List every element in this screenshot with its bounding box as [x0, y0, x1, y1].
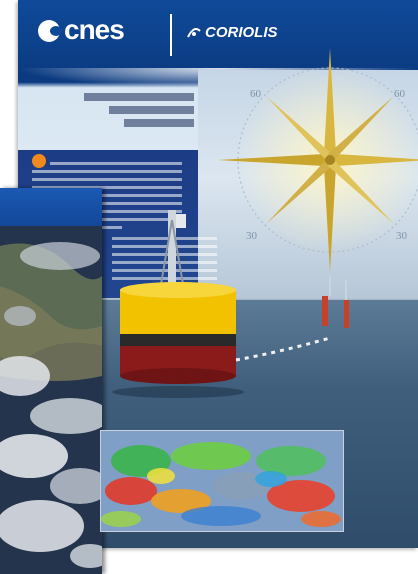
satellite-brochure-header: [0, 188, 102, 226]
cnes-logo: cnes: [38, 14, 125, 46]
cnes-logo-mark: [38, 20, 62, 42]
satellite-image-brochure: [0, 188, 102, 574]
coriolis-logo-text: CORIOLIS: [205, 24, 278, 41]
compass-label-ne: 60: [394, 88, 405, 100]
coriolis-logo: CORIOLIS: [186, 24, 278, 41]
coriolis-logo-icon: [187, 28, 201, 38]
cnes-logo-text: cnes: [64, 14, 125, 45]
compass-label-sw: 30: [246, 230, 257, 242]
sea-surface-temperature-map: [100, 430, 344, 532]
dropcap: [32, 154, 46, 168]
compass-rose: [218, 48, 418, 272]
cover-title-blurred: [64, 90, 194, 127]
compass-label-nw: 60: [250, 88, 261, 100]
compass-label-se: 30: [396, 230, 407, 242]
sst-map-graphic: [101, 431, 343, 531]
logo-divider: [170, 14, 172, 56]
satellite-cloud-image: [0, 226, 102, 574]
